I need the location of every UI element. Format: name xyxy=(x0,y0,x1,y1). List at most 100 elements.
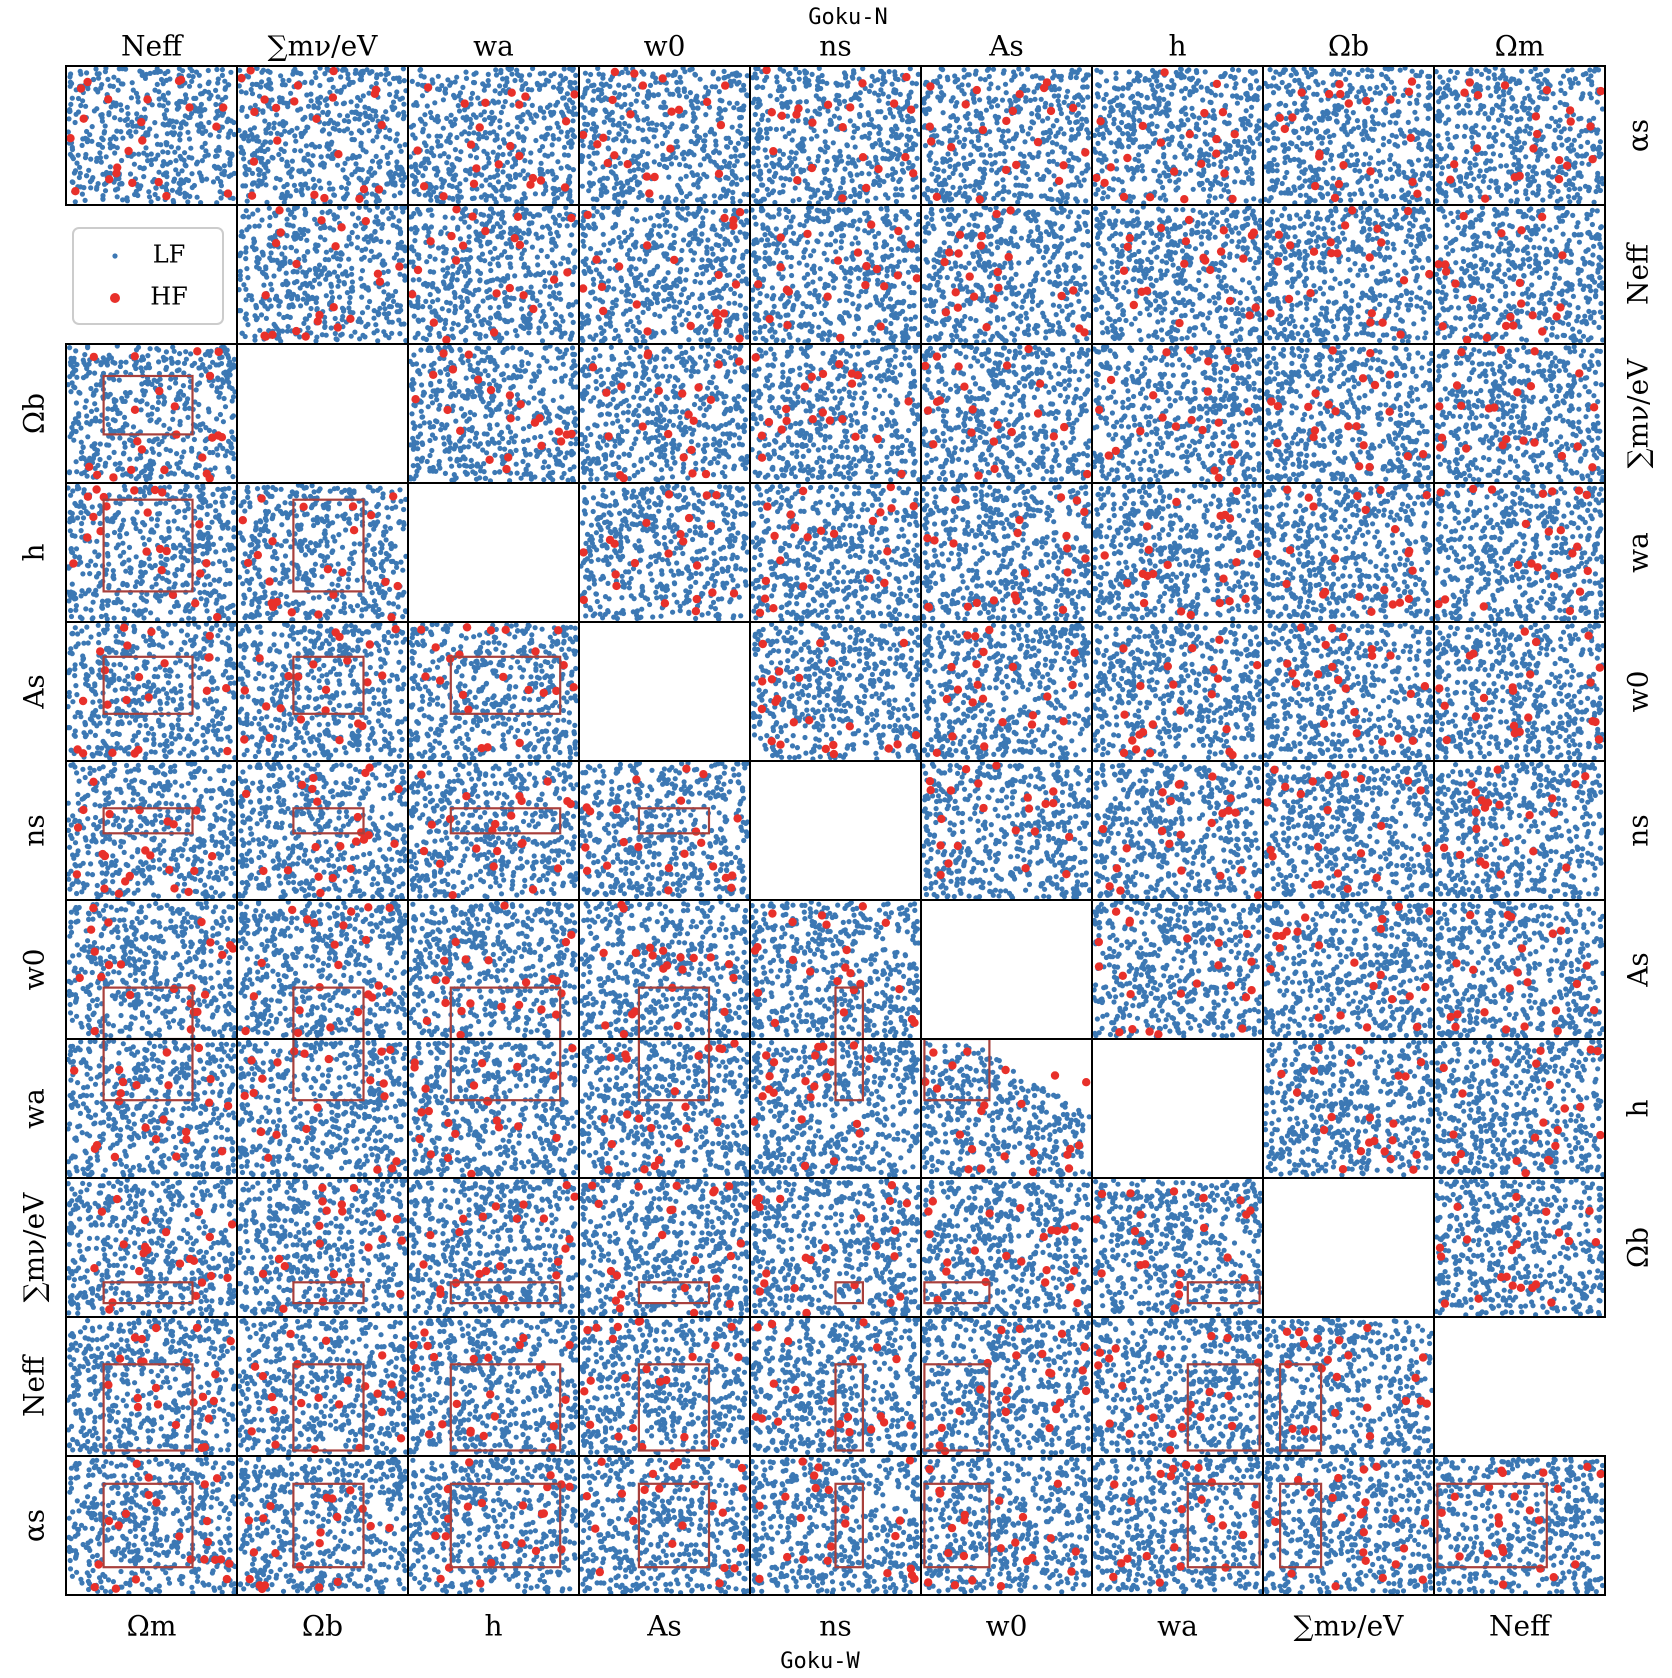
lf-point xyxy=(931,133,937,139)
lf-point xyxy=(1462,156,1468,162)
lf-point xyxy=(127,171,134,177)
lf-point xyxy=(1495,188,1501,195)
lf-point xyxy=(560,95,566,101)
lf-point xyxy=(514,71,521,77)
lf-point xyxy=(1072,135,1078,141)
lf-point xyxy=(1453,104,1459,110)
lf-point xyxy=(452,147,458,153)
lf-point xyxy=(175,171,181,177)
lf-point xyxy=(1037,75,1043,81)
lf-point xyxy=(346,180,352,186)
lf-point xyxy=(1435,133,1441,139)
lf-point xyxy=(229,151,235,157)
lf-point xyxy=(1427,144,1434,150)
lf-point xyxy=(621,84,628,91)
hf-point xyxy=(674,105,684,115)
lf-point xyxy=(119,157,125,164)
lf-point xyxy=(355,94,361,101)
lf-point xyxy=(419,93,426,99)
lf-point xyxy=(905,113,911,119)
lf-point xyxy=(1479,150,1485,156)
lf-point xyxy=(226,173,232,179)
lf-point xyxy=(557,81,563,87)
lf-point xyxy=(744,141,750,147)
lf-point xyxy=(1401,133,1407,139)
hf-point xyxy=(792,110,801,119)
lf-point xyxy=(1207,193,1213,199)
lf-point xyxy=(203,128,209,134)
panel-upper-r0-c1 xyxy=(237,66,408,205)
lf-point xyxy=(1201,169,1207,175)
lf-point xyxy=(397,190,403,196)
lf-point xyxy=(994,192,1001,198)
lf-point xyxy=(1154,106,1160,112)
lf-point xyxy=(140,166,146,172)
lf-point xyxy=(186,73,192,79)
lf-point xyxy=(131,161,137,167)
lf-point xyxy=(472,172,478,178)
lf-point xyxy=(533,112,539,118)
lf-point xyxy=(1438,171,1445,177)
lf-point xyxy=(1040,139,1047,145)
lf-point xyxy=(95,181,101,187)
lf-point xyxy=(641,71,647,77)
hf-point xyxy=(162,191,171,201)
lf-point xyxy=(268,250,274,256)
lf-point xyxy=(1401,169,1407,176)
lf-point xyxy=(1171,82,1177,88)
lf-point xyxy=(842,75,849,81)
lf-point xyxy=(988,104,995,110)
lf-point xyxy=(175,145,181,151)
lf-point xyxy=(737,72,743,78)
lf-point xyxy=(634,182,641,188)
lf-point xyxy=(1564,137,1570,143)
lf-point xyxy=(808,136,815,142)
lf-point xyxy=(401,78,407,84)
lf-point xyxy=(1131,170,1137,176)
lf-point xyxy=(486,114,492,121)
hf-point xyxy=(932,192,942,201)
lf-point xyxy=(1218,92,1224,98)
lf-point xyxy=(725,175,731,181)
lf-point xyxy=(734,100,740,106)
lf-point xyxy=(143,71,149,77)
lf-point xyxy=(1351,162,1357,168)
lf-point xyxy=(1038,96,1044,102)
lf-point xyxy=(1223,155,1229,162)
lf-point xyxy=(1031,89,1037,95)
lf-point xyxy=(1496,94,1502,100)
hf-point xyxy=(1145,193,1155,202)
lf-point xyxy=(263,130,269,136)
lf-point xyxy=(529,87,535,93)
lf-point xyxy=(1411,173,1417,179)
lf-point xyxy=(199,144,205,150)
lf-point xyxy=(247,127,253,133)
lf-point xyxy=(695,184,701,190)
lf-point xyxy=(1369,73,1375,79)
lf-point xyxy=(181,179,187,186)
hf-point xyxy=(1562,161,1572,170)
lf-point xyxy=(780,151,787,157)
lf-point xyxy=(374,72,380,78)
bottom-title: Goku-W xyxy=(780,1649,860,1674)
lf-point xyxy=(506,196,512,202)
lf-point xyxy=(450,195,456,202)
lf-point xyxy=(554,195,561,201)
lf-point xyxy=(1156,95,1162,101)
lf-point xyxy=(280,77,286,83)
lf-point xyxy=(1325,116,1331,122)
lf-point xyxy=(1294,143,1300,150)
lf-point xyxy=(1536,84,1542,90)
lf-point xyxy=(1033,73,1039,79)
lf-point xyxy=(793,66,799,72)
lf-point xyxy=(907,66,913,72)
lf-point xyxy=(1427,138,1433,144)
lf-point xyxy=(623,134,629,140)
lf-point xyxy=(432,100,438,106)
lf-point xyxy=(736,106,742,112)
lf-point xyxy=(1544,96,1550,102)
lf-point xyxy=(1016,66,1022,72)
lf-point xyxy=(1344,113,1350,119)
lf-point xyxy=(675,144,681,150)
lf-point xyxy=(1527,182,1533,188)
